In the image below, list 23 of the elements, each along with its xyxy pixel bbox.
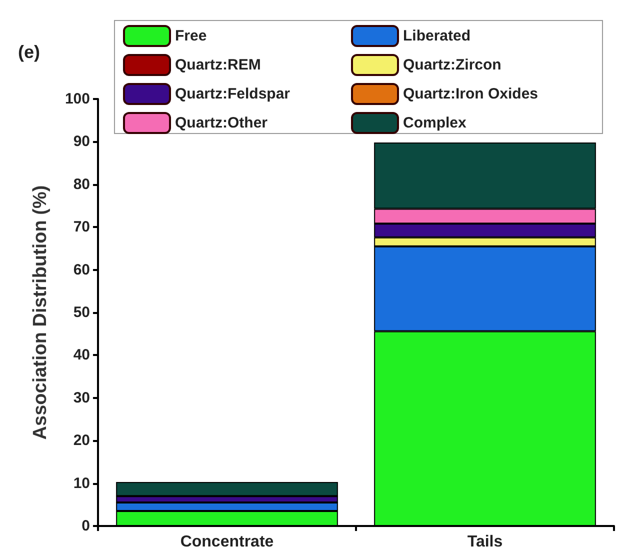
y-tick-label: 70 bbox=[73, 218, 90, 236]
y-axis-title: Association Distribution (%) bbox=[30, 185, 51, 440]
y-tick-label: 60 bbox=[73, 261, 90, 278]
legend-label: Liberated bbox=[403, 28, 471, 44]
y-tick-label: 50 bbox=[73, 304, 90, 321]
legend-label: Quartz:Other bbox=[175, 114, 268, 132]
y-tick-label: 30 bbox=[73, 389, 90, 406]
y-tick-label: 90 bbox=[73, 133, 90, 150]
y-tick-label: 10 bbox=[73, 474, 90, 492]
legend-label: Quartz:Feldspar bbox=[175, 86, 290, 102]
y-tick-label: 100 bbox=[64, 90, 90, 108]
legend-label: Quartz:Zircon bbox=[403, 56, 502, 74]
text: (e) bbox=[18, 42, 40, 62]
legend-label: Free bbox=[175, 28, 207, 44]
legend-label: Complex bbox=[403, 114, 468, 132]
legend-label: Quartz:Iron Oxides bbox=[403, 86, 538, 102]
y-tick-label: 20 bbox=[73, 432, 90, 450]
y-tick-label: 80 bbox=[73, 176, 90, 193]
x-tick-label: Concentrate bbox=[180, 534, 274, 550]
y-tick-label: 0 bbox=[82, 518, 90, 534]
x-tick-label: Tails bbox=[467, 534, 503, 550]
y-tick-label: 40 bbox=[73, 346, 90, 364]
legend-label: Quartz:REM bbox=[175, 56, 261, 74]
